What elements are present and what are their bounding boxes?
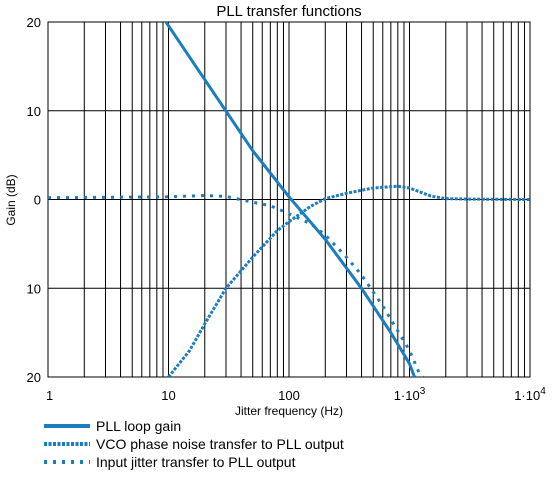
y-tick-label: 10 — [27, 104, 41, 119]
legend-label: PLL loop gain — [96, 418, 181, 434]
y-tick-labels: 20 10 0 10 20 — [27, 15, 41, 385]
x-tick-label: 10 — [161, 388, 175, 403]
x-axis-label: Jitter frequency (Hz) — [235, 404, 343, 418]
series-group — [48, 22, 530, 377]
plot-frame — [47, 21, 531, 378]
y-tick-label: 20 — [27, 15, 41, 30]
y-tick-label: 0 — [34, 193, 41, 208]
legend-label: Input jitter transfer to PLL output — [96, 454, 296, 470]
chart-title: PLL transfer functions — [216, 3, 361, 20]
legend-label: VCO phase noise transfer to PLL output — [96, 436, 344, 452]
x-tick-label: 1·104 — [514, 386, 546, 403]
x-tick-label: 100 — [278, 388, 300, 403]
x-tick-exponent: 3 — [420, 386, 426, 397]
x-tick-label: 1·103 — [394, 386, 426, 403]
series-line-pll-loop-gain — [164, 22, 416, 377]
legend: PLL loop gain VCO phase noise transfer to… — [44, 418, 344, 470]
x-tick-label: 1 — [46, 388, 53, 403]
y-tick-label: 20 — [27, 370, 41, 385]
series-line-input-jitter-transfer-to-pll-output — [48, 194, 425, 377]
series-line-vco-phase-noise-transfer-to-pll-output — [167, 184, 530, 377]
x-tick-exponent: 4 — [540, 386, 546, 397]
y-axis-label: Gain (dB) — [4, 174, 18, 225]
y-tick-label: 10 — [27, 281, 41, 296]
x-tick-labels: 1 10 100 1·103 1·104 — [46, 386, 546, 403]
